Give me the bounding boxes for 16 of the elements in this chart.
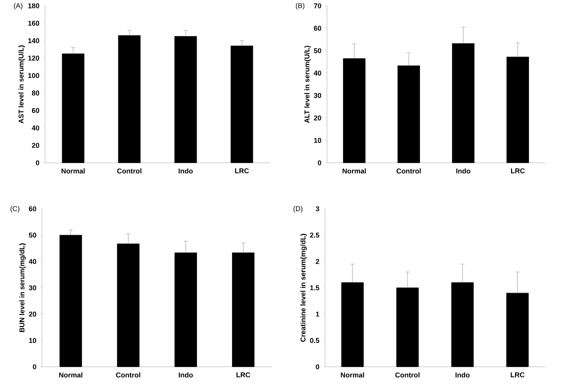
bar: [230, 46, 254, 164]
bar: [396, 288, 419, 368]
bar: [118, 35, 141, 164]
bar: [117, 244, 140, 368]
bar: [506, 292, 529, 368]
bar: [506, 56, 529, 164]
bar: [398, 66, 420, 164]
bar: [452, 43, 474, 164]
bar: [60, 235, 82, 368]
bar: [451, 282, 474, 368]
bar: [343, 58, 366, 164]
bar: [62, 54, 84, 164]
bar: [232, 252, 254, 368]
bar: [174, 252, 197, 368]
bar: [341, 282, 364, 368]
bar: [174, 36, 197, 164]
